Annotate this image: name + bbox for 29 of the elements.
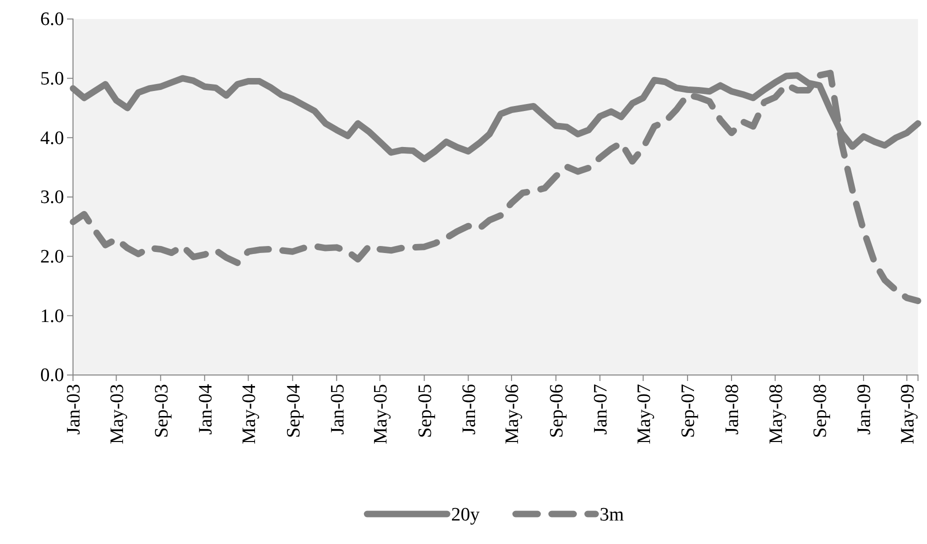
- y-tick-label: 1.0: [40, 306, 64, 327]
- x-tick-label: May-07: [634, 384, 655, 444]
- legend-label: 20y: [451, 504, 480, 526]
- x-tick-label: Sep-07: [678, 384, 700, 438]
- x-tick-label: May-06: [502, 384, 524, 444]
- x-tick-label: Sep-04: [283, 384, 304, 438]
- x-tick-label: Sep-03: [151, 384, 172, 438]
- x-tick-label: Jan-08: [722, 384, 744, 435]
- x-tick-label: May-05: [370, 384, 392, 444]
- x-tick-label: Jan-06: [458, 384, 480, 435]
- x-tick-label: May-09: [897, 384, 918, 444]
- y-tick-label: 0.0: [40, 365, 64, 386]
- y-tick-label: 2.0: [40, 246, 64, 268]
- x-tick-label: Jan-03: [64, 384, 85, 435]
- y-tick-label: 4.0: [40, 128, 64, 149]
- x-tick-label: Jan-04: [195, 384, 216, 435]
- x-tick-label: Jan-09: [854, 384, 876, 435]
- x-tick-label: Jan-05: [327, 384, 348, 435]
- x-tick-label: Sep-08: [810, 384, 832, 438]
- legend-label: 3m: [600, 504, 624, 526]
- x-tick-label: May-08: [766, 384, 787, 444]
- x-tick-label: Sep-05: [414, 384, 436, 438]
- x-tick-label: May-03: [106, 384, 128, 444]
- y-tick-label: 3.0: [40, 187, 64, 208]
- x-tick-label: May-04: [238, 384, 260, 444]
- x-tick-label: Sep-06: [546, 384, 568, 438]
- y-tick-label: 5.0: [40, 68, 64, 90]
- y-tick-label: 6.0: [40, 9, 64, 30]
- x-tick-label: Jan-07: [590, 384, 612, 435]
